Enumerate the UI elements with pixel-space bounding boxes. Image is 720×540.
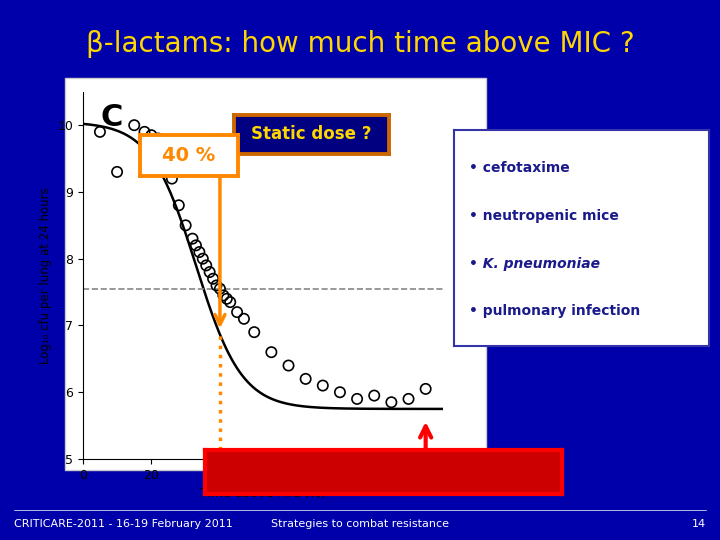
Point [217,291,229,300]
Text: • K. pneumoniae: • K. pneumoniae [469,256,600,271]
Point [207,274,219,283]
Point [238,314,250,323]
Point [204,268,215,276]
Text: β-lactams: how much time above MIC ?: β-lactams: how much time above MIC ? [86,30,634,58]
Text: • pulmonary infection: • pulmonary infection [469,304,640,318]
Point [139,127,150,136]
Text: 14: 14 [691,519,706,529]
Point [112,167,123,176]
Point [231,308,243,316]
Point [186,234,198,243]
Point [221,294,233,303]
Point [386,398,397,407]
Point [225,298,236,306]
Point [402,395,414,403]
Point [334,388,346,396]
Point [317,381,328,390]
Point [351,395,363,403]
Point [283,361,294,370]
Point [266,348,277,356]
Text: Static dose ?: Static dose ? [251,125,372,144]
Point [180,221,192,230]
Text: • cefotaxime: • cefotaxime [469,161,570,176]
Point [145,131,157,139]
Point [128,121,140,130]
Point [197,254,209,263]
Point [94,127,106,136]
Text: 40 %: 40 % [163,146,215,165]
X-axis label: Time above MIC (%): Time above MIC (%) [200,487,325,500]
Point [420,384,431,393]
Text: CRITICARE-2011 - 16-19 February 2011: CRITICARE-2011 - 16-19 February 2011 [14,519,233,529]
Text: R² = 94%: R² = 94% [263,139,323,152]
Point [173,201,184,210]
Point [166,174,178,183]
Point [159,154,171,163]
Point [248,328,260,336]
Point [369,392,380,400]
Point [190,241,202,249]
Text: Strategies to combat resistance: Strategies to combat resistance [271,519,449,529]
Point [211,281,222,290]
Point [153,134,164,143]
Text: 100 % - Maximal effect ?: 100 % - Maximal effect ? [239,462,528,482]
Text: • neutropenic mice: • neutropenic mice [469,209,618,223]
Text: C: C [101,103,123,132]
Point [214,285,225,293]
Point [200,261,212,269]
Y-axis label: Log₁₀ cfu per lung at 24 hours: Log₁₀ cfu per lung at 24 hours [39,187,52,364]
Point [300,375,312,383]
Point [194,248,205,256]
